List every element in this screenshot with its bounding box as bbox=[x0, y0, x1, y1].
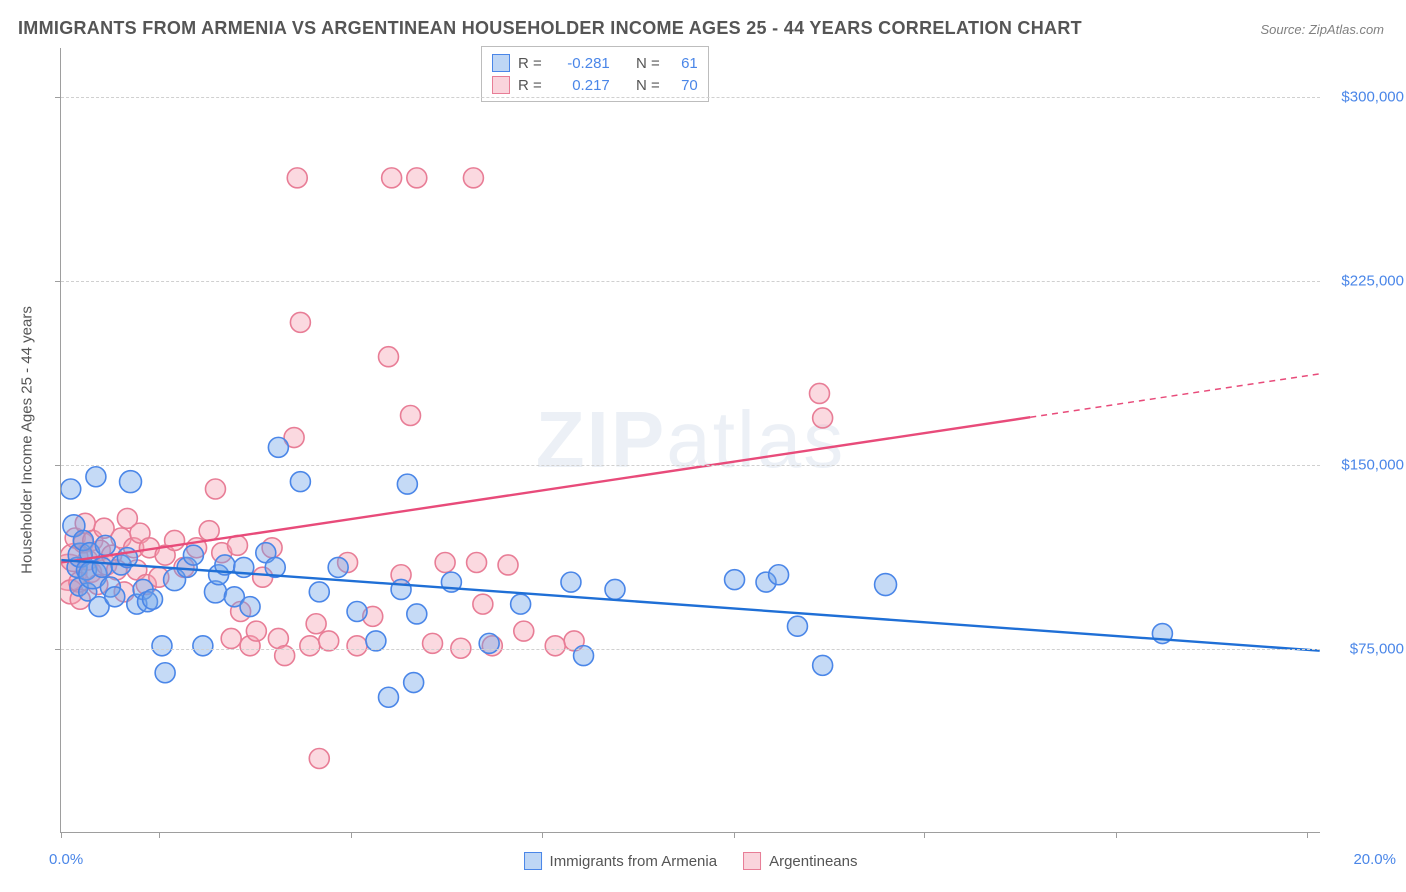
point-pink bbox=[435, 553, 455, 573]
point-blue bbox=[152, 636, 172, 656]
point-blue bbox=[813, 655, 833, 675]
gridline-h bbox=[61, 465, 1320, 466]
x-tick bbox=[1307, 832, 1308, 838]
y-tick-label: $75,000 bbox=[1324, 641, 1404, 658]
point-blue bbox=[347, 602, 367, 622]
point-blue bbox=[397, 474, 417, 494]
y-tick bbox=[55, 465, 61, 466]
point-blue bbox=[290, 472, 310, 492]
point-pink bbox=[309, 749, 329, 769]
gridline-h bbox=[61, 281, 1320, 282]
x-axis-min-label: 0.0% bbox=[49, 851, 83, 868]
point-blue bbox=[769, 565, 789, 585]
point-blue bbox=[561, 572, 581, 592]
point-pink bbox=[382, 168, 402, 188]
point-blue bbox=[143, 589, 163, 609]
point-pink bbox=[205, 479, 225, 499]
point-pink bbox=[378, 347, 398, 367]
y-tick-label: $225,000 bbox=[1324, 273, 1404, 290]
point-pink bbox=[514, 621, 534, 641]
legend-label-pink: Argentineans bbox=[769, 853, 857, 870]
gridline-h bbox=[61, 97, 1320, 98]
point-pink bbox=[306, 614, 326, 634]
point-pink bbox=[423, 633, 443, 653]
point-blue bbox=[61, 479, 81, 499]
point-pink bbox=[300, 636, 320, 656]
point-blue bbox=[268, 437, 288, 457]
point-blue bbox=[95, 535, 115, 555]
point-pink bbox=[813, 408, 833, 428]
trendline-pink-dashed bbox=[1030, 374, 1319, 417]
point-pink bbox=[809, 383, 829, 403]
point-pink bbox=[407, 168, 427, 188]
point-blue bbox=[328, 557, 348, 577]
scatter-svg bbox=[61, 48, 1320, 832]
x-tick bbox=[351, 832, 352, 838]
chart-title: IMMIGRANTS FROM ARMENIA VS ARGENTINEAN H… bbox=[18, 18, 1082, 39]
point-pink bbox=[246, 621, 266, 641]
point-pink bbox=[545, 636, 565, 656]
point-blue bbox=[875, 574, 897, 596]
source-attribution: Source: ZipAtlas.com bbox=[1260, 22, 1384, 37]
y-tick-label: $150,000 bbox=[1324, 457, 1404, 474]
swatch-blue-icon bbox=[524, 852, 542, 870]
point-blue bbox=[725, 570, 745, 590]
swatch-pink-icon bbox=[743, 852, 761, 870]
point-blue bbox=[605, 579, 625, 599]
point-blue bbox=[479, 633, 499, 653]
point-blue bbox=[193, 636, 213, 656]
point-pink bbox=[467, 553, 487, 573]
y-tick bbox=[55, 649, 61, 650]
point-blue bbox=[787, 616, 807, 636]
point-pink bbox=[347, 636, 367, 656]
point-blue bbox=[404, 673, 424, 693]
y-axis-label: Householder Income Ages 25 - 44 years bbox=[19, 306, 36, 574]
point-blue bbox=[92, 557, 112, 577]
legend-series: Immigrants from Armenia Argentineans bbox=[524, 852, 858, 870]
point-blue bbox=[309, 582, 329, 602]
x-tick bbox=[734, 832, 735, 838]
point-blue bbox=[378, 687, 398, 707]
point-pink bbox=[221, 628, 241, 648]
point-blue bbox=[366, 631, 386, 651]
point-blue bbox=[105, 587, 125, 607]
point-blue bbox=[240, 597, 260, 617]
x-tick bbox=[159, 832, 160, 838]
y-tick bbox=[55, 281, 61, 282]
point-blue bbox=[120, 471, 142, 493]
point-pink bbox=[498, 555, 518, 575]
point-pink bbox=[319, 631, 339, 651]
legend-label-blue: Immigrants from Armenia bbox=[550, 853, 718, 870]
x-tick bbox=[542, 832, 543, 838]
y-tick-label: $300,000 bbox=[1324, 89, 1404, 106]
plot-area: Householder Income Ages 25 - 44 years ZI… bbox=[60, 48, 1320, 833]
point-pink bbox=[287, 168, 307, 188]
point-blue bbox=[391, 579, 411, 599]
gridline-h bbox=[61, 649, 1320, 650]
legend-item-pink: Argentineans bbox=[743, 852, 857, 870]
y-tick bbox=[55, 97, 61, 98]
point-blue bbox=[155, 663, 175, 683]
point-blue bbox=[511, 594, 531, 614]
point-blue bbox=[183, 545, 203, 565]
x-axis-max-label: 20.0% bbox=[1353, 851, 1396, 868]
x-tick bbox=[1116, 832, 1117, 838]
x-tick bbox=[61, 832, 62, 838]
point-pink bbox=[463, 168, 483, 188]
x-tick bbox=[924, 832, 925, 838]
point-pink bbox=[401, 406, 421, 426]
point-pink bbox=[199, 521, 219, 541]
point-blue bbox=[407, 604, 427, 624]
point-blue bbox=[86, 467, 106, 487]
point-pink bbox=[290, 312, 310, 332]
point-pink bbox=[227, 535, 247, 555]
legend-item-blue: Immigrants from Armenia bbox=[524, 852, 718, 870]
point-pink bbox=[473, 594, 493, 614]
